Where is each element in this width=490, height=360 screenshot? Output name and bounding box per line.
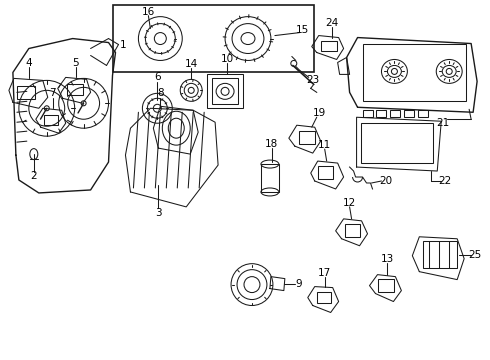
Bar: [344, 224, 360, 237]
Bar: [363, 110, 372, 117]
Text: 20: 20: [379, 176, 392, 186]
Bar: [261, 164, 279, 192]
Text: 5: 5: [73, 58, 79, 68]
Text: 15: 15: [296, 24, 309, 35]
Text: 24: 24: [325, 18, 338, 28]
Bar: [113, 5, 314, 72]
Text: 11: 11: [318, 140, 331, 150]
Text: 22: 22: [439, 176, 452, 186]
Bar: [363, 44, 466, 101]
Text: 12: 12: [343, 198, 356, 208]
Text: 3: 3: [155, 208, 162, 218]
Text: 7: 7: [49, 88, 56, 98]
Bar: [299, 131, 315, 144]
Bar: [207, 75, 243, 108]
Text: 16: 16: [142, 6, 155, 17]
Text: 23: 23: [306, 75, 319, 85]
Text: 14: 14: [185, 59, 198, 69]
Bar: [67, 84, 83, 95]
Bar: [318, 166, 333, 179]
Text: 1: 1: [120, 40, 127, 50]
Text: 9: 9: [295, 279, 302, 289]
Text: 6: 6: [154, 72, 161, 82]
Bar: [418, 110, 428, 117]
Text: 18: 18: [265, 139, 278, 149]
Bar: [321, 41, 337, 50]
Text: 21: 21: [437, 118, 450, 128]
Bar: [361, 123, 433, 163]
Bar: [212, 78, 238, 104]
Text: 4: 4: [25, 58, 32, 68]
Text: 13: 13: [381, 254, 394, 264]
Text: 8: 8: [157, 88, 164, 98]
Text: 10: 10: [220, 54, 234, 64]
Bar: [44, 115, 58, 125]
Text: 17: 17: [318, 267, 331, 278]
Bar: [423, 241, 457, 268]
Text: 2: 2: [30, 171, 37, 181]
Bar: [391, 110, 400, 117]
Bar: [404, 110, 415, 117]
Bar: [376, 110, 387, 117]
Text: 19: 19: [313, 108, 326, 118]
Bar: [17, 86, 35, 99]
Bar: [378, 279, 394, 292]
Bar: [317, 292, 331, 302]
Text: 25: 25: [468, 250, 482, 260]
